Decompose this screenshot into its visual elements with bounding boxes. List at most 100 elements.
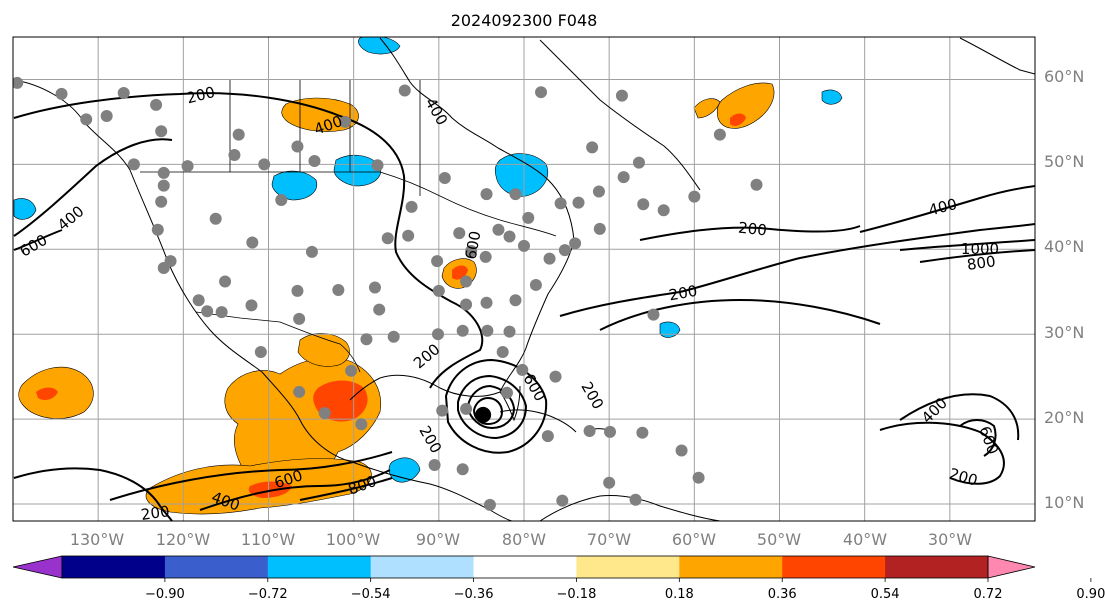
- coastline-florida: [499, 385, 521, 422]
- contour-200-gulf-stream: [599, 298, 881, 331]
- colorbar-segment: [679, 556, 783, 578]
- station-marker: [381, 232, 394, 245]
- colorbar-tick-label: 0.54: [871, 587, 900, 602]
- shade-negative-atlantic: [821, 89, 843, 105]
- station-marker: [496, 346, 509, 359]
- station-marker: [583, 424, 596, 437]
- station-marker: [503, 325, 516, 338]
- contour-400-storm: [457, 374, 528, 440]
- station-marker: [509, 294, 522, 307]
- contour-label: 200: [737, 219, 767, 240]
- longitude-tick-labels: 130°W 120°W 110°W 100°W 90°W 80°W 70°W 6…: [70, 530, 972, 549]
- station-marker: [509, 188, 522, 201]
- contour-label: 200: [140, 502, 171, 524]
- colorbar-tick-label: −0.90: [145, 587, 185, 602]
- contour-200-north: [13, 92, 484, 389]
- colorbar-tick-label: −0.72: [248, 587, 288, 602]
- station-marker: [332, 284, 345, 297]
- shade-negative-northern-plains: [271, 170, 318, 201]
- coastline-labrador: [539, 39, 701, 191]
- shade-atlantic-east: [693, 98, 721, 119]
- colorbar-segment: [267, 556, 372, 578]
- station-marker: [657, 204, 670, 217]
- station-marker: [460, 298, 473, 311]
- lat-tick-label: 50°N: [1044, 152, 1084, 171]
- station-marker: [569, 237, 582, 250]
- colorbar-segment: [885, 556, 989, 578]
- border-canada-interior: [229, 80, 421, 196]
- station-marker: [245, 299, 258, 312]
- contour-200-storm-outer: [444, 358, 548, 454]
- station-marker: [431, 328, 444, 341]
- contour-600-storm: [467, 384, 516, 430]
- station-marker: [127, 158, 140, 171]
- station-marker: [293, 385, 306, 398]
- lon-tick-label: 60°W: [672, 530, 716, 549]
- station-marker: [157, 166, 170, 179]
- station-marker: [155, 125, 168, 138]
- station-marker: [483, 498, 496, 511]
- station-marker: [556, 494, 569, 507]
- station-marker: [456, 324, 469, 337]
- graticule: [13, 37, 1035, 521]
- station-marker: [637, 198, 650, 211]
- station-marker: [55, 87, 68, 100]
- station-marker: [460, 402, 473, 415]
- lon-tick-label: 90°W: [416, 530, 460, 549]
- contour-200-atlantic-south: [879, 421, 1005, 485]
- station-marker: [164, 255, 177, 268]
- station-marker: [465, 244, 478, 257]
- colorbar-frame: [61, 555, 989, 579]
- station-marker: [460, 275, 473, 288]
- shade-negative-mid-atlantic: [659, 321, 681, 338]
- station-marker: [436, 404, 449, 417]
- station-marker: [293, 312, 306, 325]
- contour-label: 800: [966, 252, 997, 274]
- station-marker: [480, 188, 493, 201]
- station-marker: [258, 158, 271, 171]
- shade-negative-west-coast: [13, 198, 37, 220]
- lon-tick-label: 50°W: [757, 530, 801, 549]
- lat-tick-label: 20°N: [1044, 408, 1084, 427]
- station-marker: [13, 76, 24, 89]
- station-marker: [480, 296, 493, 309]
- station-marker: [438, 171, 451, 184]
- coastline-south-america: [539, 495, 721, 521]
- station-marker: [453, 227, 466, 240]
- map-title: 2024092300 F048: [451, 11, 598, 30]
- colorbar-segment: [473, 556, 577, 578]
- station-marker: [586, 141, 599, 154]
- height-contours: [13, 92, 1035, 521]
- latitude-tick-labels: 60°N 50°N 40°N 30°N 20°N 10°N: [1044, 67, 1084, 512]
- lon-tick-label: 130°W: [70, 530, 125, 549]
- station-marker: [305, 245, 318, 258]
- station-marker: [529, 278, 542, 291]
- lon-tick-label: 100°W: [326, 530, 381, 549]
- station-marker: [232, 128, 245, 141]
- station-marker: [201, 305, 214, 318]
- station-marker: [675, 444, 688, 457]
- station-marker: [518, 239, 530, 252]
- station-marker: [549, 370, 562, 383]
- colorbar-tick-label: 0.90: [1076, 587, 1105, 602]
- station-marker: [192, 294, 205, 307]
- station-marker: [398, 84, 411, 97]
- colorbar-segment: [370, 556, 475, 578]
- colorbar-tick-label: 0.72: [974, 587, 1003, 602]
- station-marker: [371, 159, 384, 172]
- coastline-north-america-west: [13, 79, 513, 521]
- station-marker: [368, 281, 381, 294]
- station-marker: [228, 149, 241, 162]
- station-marker: [500, 386, 513, 399]
- colorbar-tick-label: −0.18: [557, 587, 597, 602]
- station-marker: [692, 471, 705, 484]
- colorbar-extend-high: [987, 555, 1036, 579]
- station-marker: [479, 250, 492, 263]
- station-marker: [541, 430, 554, 443]
- station-marker: [157, 179, 170, 192]
- shade-atlantic-core: [730, 113, 746, 126]
- border-us-mexico: [195, 311, 361, 373]
- station-marker: [117, 87, 130, 100]
- station-marker: [593, 222, 606, 235]
- contour-600-west: [13, 229, 63, 251]
